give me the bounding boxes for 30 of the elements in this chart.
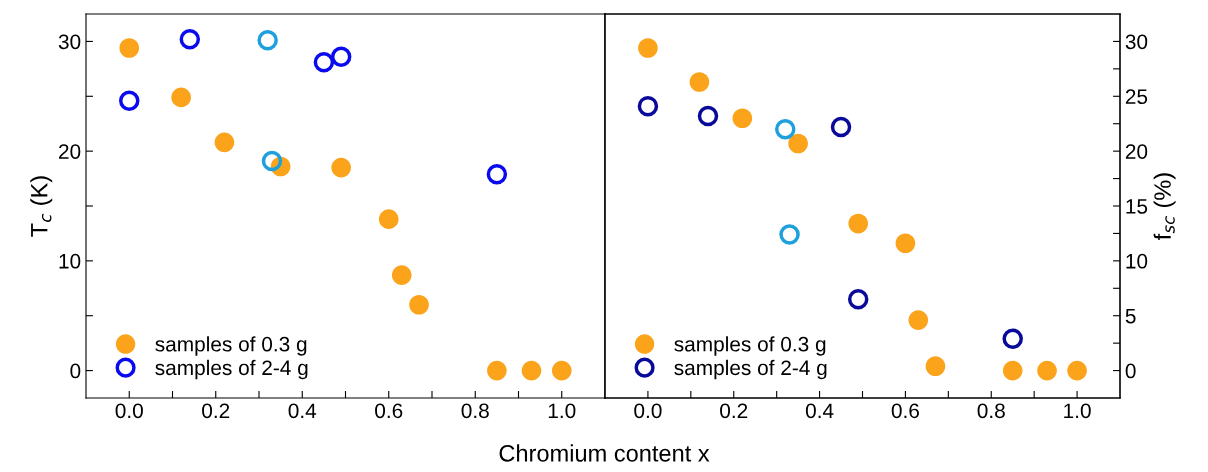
x-tick-label: 0.6 [891, 403, 919, 419]
x-tick-label: 0.0 [115, 403, 143, 419]
y-tick-label: 20 [59, 144, 81, 159]
x-tick-label: 0.8 [461, 403, 489, 419]
x-tick-label: 0.2 [720, 403, 748, 419]
x-tick-label: 0.8 [977, 403, 1005, 419]
y2-tick-label: 5 [1125, 308, 1136, 324]
x-tick-label: 0.4 [805, 403, 834, 419]
x-axis-title: Chromium content x [499, 444, 710, 462]
y2-tick-label: 25 [1125, 89, 1148, 105]
y2-tick-label: 30 [1125, 34, 1148, 50]
y2-tick-label: 0 [1125, 363, 1136, 379]
x-tick-label: 0.2 [202, 403, 230, 419]
y2-tick-label: 15 [1126, 199, 1148, 214]
x-tick-label: 0.6 [375, 403, 403, 419]
legend-label: samples of 0.3 g [674, 336, 826, 356]
legend-label: samples of 2-4 g [674, 359, 827, 380]
legend-label: samples of 0.3 g [155, 336, 307, 356]
y2-tick-label: 10 [1126, 253, 1148, 269]
legend-label: samples of 2-4 g [155, 359, 308, 380]
y-tick-label: 10 [59, 253, 81, 269]
y-tick-label: 0 [70, 363, 81, 379]
y2-axis-title: f$_{sc}$ (%) [1153, 173, 1176, 240]
y2-tick-label: 20 [1125, 144, 1148, 159]
y-axis-title: T$_{c}$ (K) [30, 176, 53, 237]
y-tick-label: 30 [58, 34, 81, 50]
x-tick-label: 0.4 [288, 403, 317, 419]
x-tick-label: 1.0 [548, 403, 576, 419]
x-tick-label: 1.0 [1064, 403, 1091, 419]
x-tick-label: 0.0 [634, 403, 662, 419]
